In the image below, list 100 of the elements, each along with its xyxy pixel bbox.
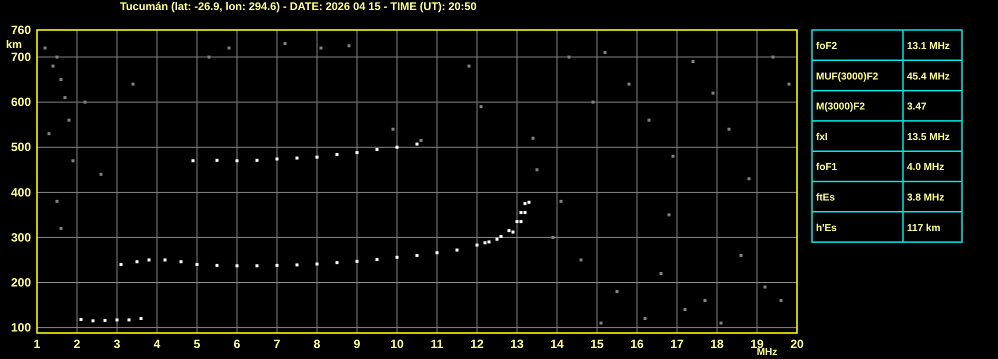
point (56, 56, 58, 59)
point (484, 241, 486, 244)
point (80, 318, 82, 321)
x-tick-label: 12 (470, 337, 484, 351)
point (356, 151, 358, 154)
point (532, 136, 534, 140)
point (644, 317, 646, 320)
point (740, 254, 742, 257)
text: 13.1 MHz (907, 41, 950, 52)
point (116, 318, 118, 322)
text: 3.47 (907, 102, 926, 113)
point (604, 51, 606, 54)
point (436, 251, 438, 254)
point (208, 56, 210, 59)
y-tick-label: 100 (10, 320, 32, 335)
point (336, 152, 338, 156)
point (320, 46, 322, 50)
point (276, 157, 278, 160)
x-tick-label: 11 (430, 337, 444, 351)
point (64, 96, 66, 100)
point (52, 64, 54, 68)
point (316, 262, 318, 266)
category-label: MUF(3000)F2 (816, 71, 879, 82)
point (56, 200, 58, 203)
point (216, 264, 218, 267)
point (296, 263, 298, 266)
x-tick-label: 3 (114, 337, 121, 351)
point (180, 260, 182, 264)
category-label: h'Es (816, 222, 838, 234)
point (356, 260, 358, 263)
point (536, 168, 538, 172)
x-tick-label: 18 (710, 337, 724, 351)
point (140, 317, 142, 320)
point (496, 238, 498, 241)
point (348, 44, 350, 48)
point (480, 105, 482, 108)
point (48, 132, 50, 136)
point (164, 258, 166, 262)
x-tick-label: 10 (390, 337, 404, 351)
point (128, 318, 130, 322)
point (92, 319, 94, 322)
x-tick-label: 9 (354, 337, 361, 351)
text: 13.5 MHz (907, 132, 950, 143)
y-axis-title: km (6, 39, 22, 51)
point (256, 264, 258, 268)
point (524, 211, 526, 214)
point (120, 262, 122, 266)
point (376, 148, 378, 151)
point (788, 82, 790, 86)
point (68, 118, 70, 122)
point (764, 286, 766, 289)
point (60, 226, 62, 230)
x-tick-label: 5 (194, 337, 201, 351)
point (672, 154, 674, 158)
point (44, 46, 46, 50)
point (772, 56, 774, 59)
point (196, 262, 198, 266)
point (704, 299, 706, 302)
y-tick-label: 700 (10, 50, 32, 64)
point (488, 240, 490, 244)
x-tick-label: 6 (234, 337, 241, 351)
text: 3.8 MHz (907, 192, 944, 204)
point (660, 272, 662, 275)
point (396, 256, 398, 259)
point (420, 138, 422, 142)
category-label: M(3000)F2 (816, 102, 866, 113)
point (316, 156, 318, 159)
point (628, 82, 630, 86)
y-tick-label: 300 (10, 230, 32, 244)
chart-title: Tucumán (lat: -26.9, lon: 294.6) - DATE: 2026 04 15 - TIME (UT): 20:50 (120, 1, 477, 13)
x-tick-label: 16 (630, 337, 644, 351)
x-tick-label: 17 (670, 337, 684, 351)
point (616, 290, 618, 294)
point (216, 158, 218, 162)
point (692, 60, 694, 64)
point (416, 142, 418, 146)
point (468, 64, 470, 68)
point (236, 159, 238, 162)
x-tick-label: 13 (510, 337, 524, 351)
y-tick-label: 760 (10, 23, 32, 37)
point (100, 172, 102, 176)
point (580, 258, 582, 262)
point (748, 177, 750, 180)
point (524, 202, 526, 206)
x-tick-label: 20 (790, 337, 804, 351)
point (560, 200, 562, 203)
point (376, 258, 378, 262)
point (192, 159, 194, 162)
point (552, 236, 554, 239)
point (712, 92, 714, 95)
point (516, 220, 518, 224)
x-tick-label: 7 (274, 337, 281, 351)
x-tick-label: 8 (314, 337, 321, 351)
point (228, 46, 230, 50)
point (648, 118, 650, 122)
point (592, 100, 594, 104)
point (132, 82, 134, 86)
point (60, 78, 62, 82)
point (508, 229, 510, 232)
category-label: foF2 (816, 41, 838, 52)
